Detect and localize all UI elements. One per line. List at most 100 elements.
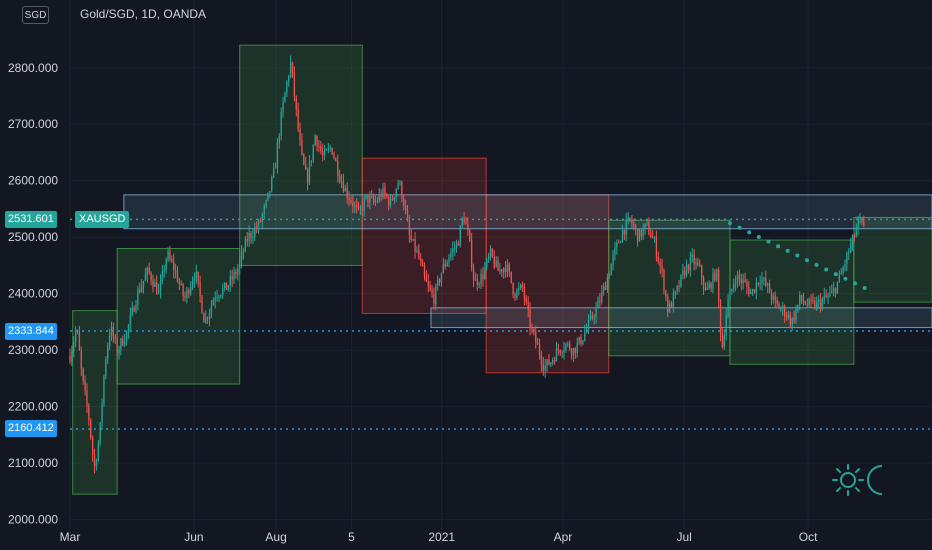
candle-body	[169, 251, 171, 259]
candle-body	[163, 270, 165, 272]
zone-blue[interactable]	[123, 194, 932, 230]
candle-body	[753, 289, 756, 293]
candle-body	[844, 263, 846, 268]
candle-body	[74, 331, 77, 343]
candle-body	[248, 232, 250, 241]
candle-body	[440, 272, 443, 283]
candle-body	[314, 135, 316, 146]
candle-body	[403, 198, 405, 206]
candle-body	[331, 147, 333, 155]
candle-body	[525, 298, 527, 303]
candle-body	[176, 271, 179, 283]
candle-body	[284, 92, 286, 103]
candle-body	[352, 202, 354, 207]
candle-body	[359, 207, 362, 209]
candle-body	[565, 343, 567, 350]
candle-body	[561, 352, 563, 354]
candle-body	[150, 272, 152, 281]
candle-body	[363, 198, 365, 211]
candle-body	[829, 293, 831, 296]
candle-body	[857, 218, 859, 230]
zone-green[interactable]	[116, 247, 241, 385]
trend-dot	[833, 272, 838, 277]
candle-body	[736, 274, 739, 283]
candle-body	[538, 344, 541, 356]
candle-body	[76, 331, 79, 333]
candle-body	[755, 282, 758, 293]
candle-body	[529, 309, 531, 329]
candle-body	[478, 283, 480, 285]
candle-body	[682, 270, 684, 275]
candle-body	[305, 164, 307, 170]
candle-body	[663, 270, 665, 291]
candle-body	[482, 274, 484, 279]
candle-body	[491, 248, 494, 257]
candle-body	[570, 349, 573, 355]
candle-body	[504, 268, 507, 272]
candle-body	[320, 146, 322, 152]
candle-body	[205, 317, 207, 323]
trend-dot	[814, 262, 819, 267]
candles	[69, 55, 865, 474]
candle-body	[231, 276, 233, 280]
candle-body	[604, 285, 607, 290]
trend-dot	[737, 225, 742, 230]
candle-body	[550, 362, 552, 365]
candle-body	[225, 282, 228, 290]
candle-body	[101, 403, 103, 423]
candle-body	[329, 147, 331, 149]
candle-body	[523, 287, 526, 299]
zone-green[interactable]	[608, 219, 731, 357]
candle-body	[174, 270, 177, 272]
candle-body	[282, 102, 284, 112]
candle-body	[629, 217, 631, 220]
candle-body	[197, 271, 199, 282]
candle-body	[819, 299, 822, 308]
candle-body	[399, 182, 401, 184]
candle-body	[774, 295, 776, 301]
candle-body	[69, 355, 71, 363]
zone-green[interactable]	[853, 216, 932, 303]
candle-body	[793, 318, 795, 321]
candle-body	[216, 297, 218, 299]
level2-price-tag: 2160.412	[5, 420, 57, 438]
candle-body	[297, 109, 299, 129]
candle-body	[265, 200, 267, 207]
trend-dot	[843, 276, 848, 281]
candle-body	[546, 359, 548, 366]
zone-red[interactable]	[485, 194, 610, 374]
candle-body	[256, 228, 258, 230]
candle-body	[410, 235, 412, 241]
trend-dot	[766, 239, 771, 244]
candle-body	[542, 364, 544, 371]
candle-body	[171, 258, 173, 262]
candle-body	[386, 194, 388, 198]
candle-body	[791, 318, 793, 325]
candle-body	[122, 338, 124, 346]
x-tick-label: Apr	[554, 530, 573, 544]
candle-body	[139, 289, 141, 292]
candle-body	[780, 308, 782, 310]
candle-body	[742, 279, 744, 284]
candle-body	[516, 290, 518, 299]
candle-body	[712, 272, 714, 289]
candle-body	[776, 300, 778, 304]
zone-blue[interactable]	[430, 307, 932, 329]
candle-body	[695, 262, 697, 265]
candle-body	[635, 226, 637, 229]
candle-body	[572, 348, 575, 355]
currency-badge[interactable]: SGD	[22, 6, 49, 24]
candle-body	[487, 256, 490, 260]
candle-body	[367, 194, 369, 203]
candle-body	[501, 269, 503, 273]
trend-dot	[727, 221, 732, 226]
candle-body	[831, 290, 833, 294]
candle-body	[848, 252, 850, 254]
zone-green[interactable]	[729, 239, 855, 365]
candle-body	[738, 274, 741, 280]
candle-body	[242, 251, 245, 253]
candle-body	[789, 314, 791, 325]
candle-body	[252, 236, 254, 238]
candle-body	[272, 168, 275, 177]
